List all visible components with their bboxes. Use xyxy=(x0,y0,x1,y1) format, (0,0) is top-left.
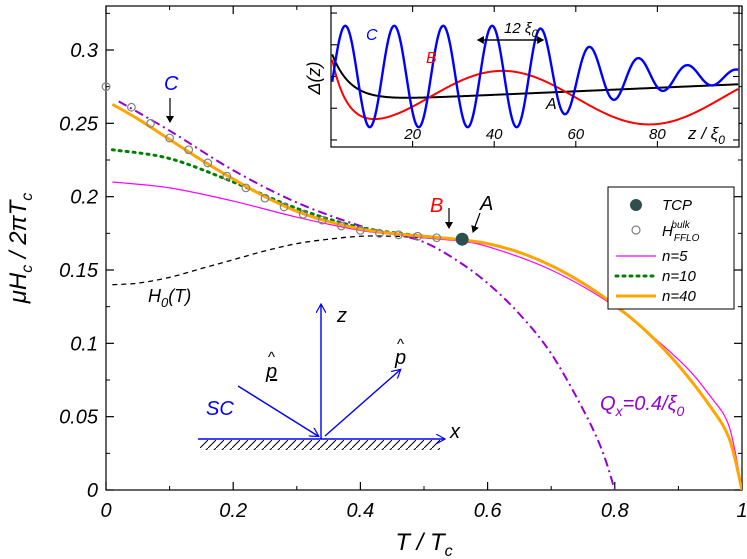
hbulk-point-4 xyxy=(184,145,194,155)
series-n-5 xyxy=(112,181,742,490)
inset-y-label: Δ(z) xyxy=(304,61,324,95)
y-tick-label-5: 0.25 xyxy=(59,113,99,135)
legend-label-tcp: TCP xyxy=(662,197,692,214)
x-tick-label-5: 1 xyxy=(736,500,747,522)
y-tick-label-4: 0.2 xyxy=(70,187,98,209)
inset: 20 40 60 80 Δ(z) z / ξ0 C B A 12 ξ0 xyxy=(304,5,740,148)
inset-label-c: C xyxy=(366,27,378,44)
p-incident-hat: ^ xyxy=(268,349,275,366)
x-axis-label: T / Tc xyxy=(395,529,452,559)
inset-x-tick-label-0: 20 xyxy=(403,126,421,143)
inset-x-tick-label-3: 80 xyxy=(649,126,666,143)
annotation-b: B xyxy=(430,195,453,229)
hbulk-point-1 xyxy=(127,102,136,112)
hbulk-point-11 xyxy=(317,215,327,225)
diagram-x-label: x xyxy=(449,421,461,443)
y-tick-label-0: 0 xyxy=(87,480,98,502)
x-tick-label-1: 0.2 xyxy=(219,500,247,522)
legend-label-n5: n=5 xyxy=(662,248,688,265)
hbulk-point-16 xyxy=(413,231,423,241)
inset-period-annotation: 12 ξ0 xyxy=(476,20,545,44)
hbulk-point-13 xyxy=(356,225,365,235)
reflected-momentum-arrow xyxy=(324,370,400,437)
diagram-z-label: z xyxy=(336,305,347,327)
y-tick-label-3: 0.15 xyxy=(59,260,99,282)
inset-series-a xyxy=(331,53,739,99)
inset-series-b xyxy=(331,59,739,126)
inset-x-tick-label-1: 40 xyxy=(486,126,503,143)
hbulk-point-7 xyxy=(241,183,251,193)
hbulk-point-3 xyxy=(165,133,175,143)
x-tick-label-0: 0 xyxy=(100,500,111,522)
annotation-c: C xyxy=(164,73,179,123)
p-incident-label: p xyxy=(265,361,277,383)
sc-label: SC xyxy=(206,398,234,420)
annotation-a-label: A xyxy=(479,193,493,215)
hbulk-point-14 xyxy=(375,228,384,238)
p-reflected-hat: ^ xyxy=(397,336,404,353)
series-n-10 xyxy=(110,148,439,240)
incident-momentum-arrow xyxy=(237,385,318,436)
main-series-group xyxy=(110,100,742,490)
legend-label-hbulk: HFFLObulk xyxy=(662,220,700,244)
x-tick-label-3: 0.6 xyxy=(474,500,503,522)
tcp-point xyxy=(455,232,469,246)
hbulk-point-15 xyxy=(394,230,403,240)
inset-x-label: z / ξ0 xyxy=(687,124,725,147)
hbulk-point-10 xyxy=(298,209,308,219)
series-n-40 xyxy=(111,102,742,490)
inset-label-b: B xyxy=(426,50,437,67)
legend-frame xyxy=(607,186,735,310)
geometry-diagram: SC x z p ^ p ^ xyxy=(198,305,461,450)
surface-hatch xyxy=(200,440,440,450)
hbulk-point-6 xyxy=(222,171,232,181)
y-tick-label-2: 0.1 xyxy=(70,333,98,355)
annotation-b-label: B xyxy=(430,195,443,217)
legend-label-n40: n=40 xyxy=(662,288,696,305)
annotation-qx: Qx=0.4/ξ0 xyxy=(600,393,685,419)
hbulk-point-0 xyxy=(101,82,111,92)
main-markers-group xyxy=(101,82,469,246)
y-tick-label-6: 0.3 xyxy=(70,40,98,62)
hbulk-point-8 xyxy=(260,193,270,203)
inset-axis-ticks: 20 40 60 80 xyxy=(331,6,739,147)
inset-label-a: A xyxy=(545,96,557,113)
series-h-0-t- xyxy=(112,235,456,286)
x-tick-label-2: 0.4 xyxy=(346,500,374,522)
x-tick-label-4: 0.8 xyxy=(601,500,629,522)
hbulk-point-12 xyxy=(336,221,346,231)
p-reflected-label: p xyxy=(394,347,406,369)
series-q-x-0-4-0 xyxy=(118,100,616,490)
hbulk-point-9 xyxy=(279,202,289,212)
hbulk-point-17 xyxy=(432,233,442,243)
hbulk-point-5 xyxy=(203,158,213,168)
legend-label-n10: n=10 xyxy=(662,268,696,285)
hbulk-point-2 xyxy=(146,118,155,128)
inset-period-label: 12 ξ0 xyxy=(504,20,539,40)
y-axis-label: μHc / 2πTc xyxy=(5,193,36,305)
annotation-c-label: C xyxy=(164,73,179,95)
annotation-a: A xyxy=(471,193,493,233)
inset-x-tick-label-2: 60 xyxy=(567,126,584,143)
y-tick-label-1: 0.05 xyxy=(59,407,99,429)
annotation-h0: H0(T) xyxy=(148,286,191,310)
legend: TCP HFFLObulk n=5 n=10 n=40 xyxy=(607,186,735,310)
legend-marker-hbulk xyxy=(631,225,641,235)
legend-marker-tcp xyxy=(630,199,642,211)
